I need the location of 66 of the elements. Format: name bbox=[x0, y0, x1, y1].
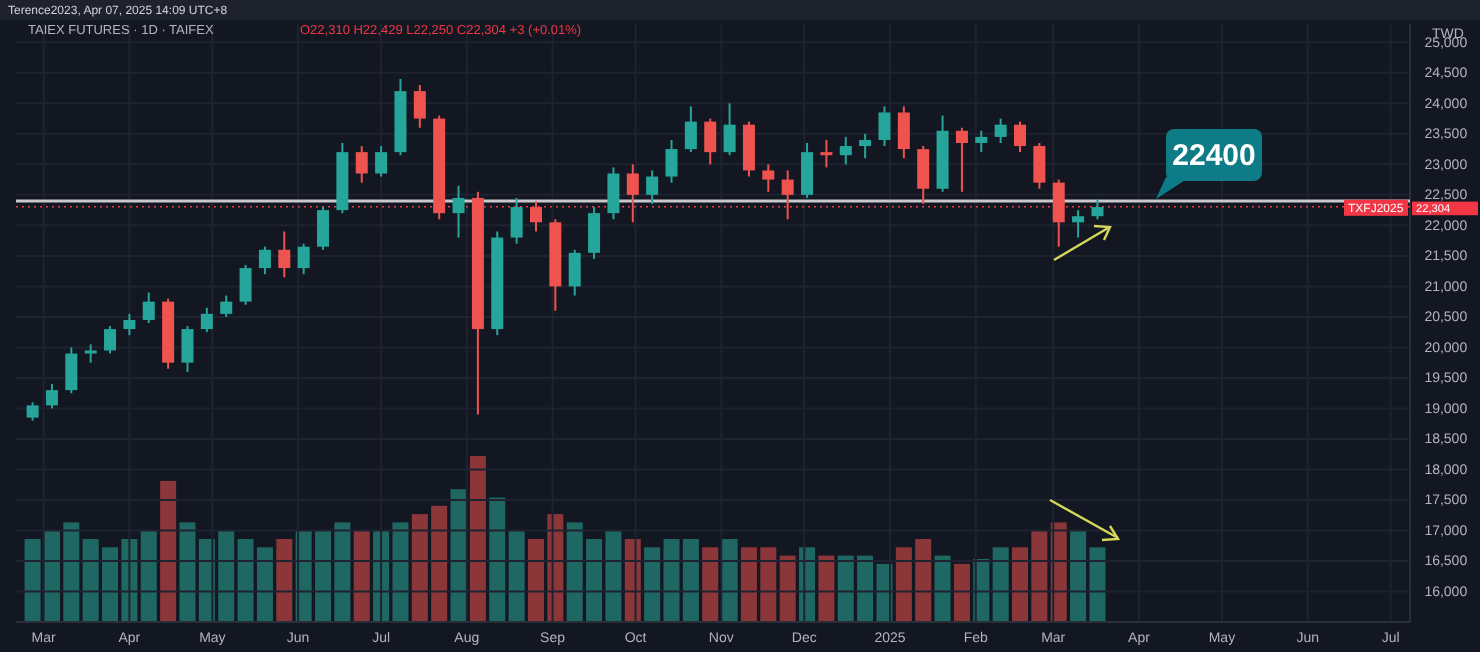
candlestick bbox=[859, 132, 872, 160]
candlestick bbox=[529, 199, 542, 233]
candlestick bbox=[1014, 120, 1027, 154]
candlestick bbox=[220, 294, 233, 318]
candlestick bbox=[45, 383, 58, 410]
candlestick bbox=[723, 102, 736, 157]
bar bbox=[276, 539, 293, 622]
candlestick bbox=[413, 84, 426, 129]
candlestick bbox=[781, 169, 794, 221]
candlestick bbox=[994, 117, 1007, 144]
bar bbox=[721, 539, 738, 622]
bar bbox=[353, 530, 370, 622]
candlestick bbox=[355, 145, 368, 184]
candlestick bbox=[375, 145, 388, 178]
candlestick bbox=[897, 105, 910, 160]
candlestick bbox=[142, 291, 155, 324]
bar bbox=[702, 547, 719, 622]
candlestick bbox=[742, 120, 755, 178]
bar bbox=[24, 539, 41, 622]
candlestick bbox=[820, 138, 833, 169]
candlestick bbox=[452, 184, 465, 239]
ref-line-label: 22400 bbox=[1172, 138, 1256, 173]
candlestick bbox=[317, 206, 330, 251]
candlestick bbox=[684, 105, 697, 154]
candlestick bbox=[704, 117, 717, 166]
bar bbox=[934, 555, 951, 622]
bar bbox=[489, 497, 506, 622]
bar bbox=[992, 547, 1009, 622]
candlestick bbox=[181, 325, 194, 373]
candlestick bbox=[975, 129, 988, 154]
candlestick bbox=[200, 306, 213, 334]
bar bbox=[179, 522, 196, 622]
candlestick bbox=[84, 343, 97, 364]
candlestick bbox=[297, 242, 310, 276]
bar bbox=[644, 547, 661, 622]
candlestick bbox=[626, 163, 639, 224]
candlestick bbox=[1033, 141, 1046, 190]
candlestick bbox=[665, 138, 678, 184]
candlestick bbox=[839, 135, 852, 166]
candlestick bbox=[1072, 209, 1085, 239]
candlestick bbox=[568, 248, 581, 297]
candlestick bbox=[646, 169, 659, 206]
candlestick bbox=[278, 230, 291, 279]
bar bbox=[140, 530, 157, 622]
candlestick bbox=[258, 245, 271, 276]
candlestick bbox=[588, 206, 601, 260]
bar bbox=[779, 555, 796, 622]
candlestick bbox=[878, 105, 891, 148]
candlestick bbox=[510, 196, 523, 245]
candlestick bbox=[607, 166, 620, 221]
candlestick bbox=[65, 346, 78, 395]
candlestick bbox=[762, 163, 775, 193]
candlestick bbox=[104, 325, 117, 355]
candlestick bbox=[801, 141, 814, 199]
candlestick bbox=[955, 126, 968, 193]
bar bbox=[818, 555, 835, 622]
candlestick bbox=[1091, 198, 1104, 221]
candlestick bbox=[1052, 178, 1065, 248]
bar bbox=[469, 456, 486, 622]
bar bbox=[160, 480, 177, 622]
bar bbox=[508, 530, 525, 622]
candlestick bbox=[239, 264, 252, 306]
bar bbox=[953, 563, 970, 622]
candlestick bbox=[26, 401, 39, 422]
candlestick bbox=[917, 145, 930, 206]
candlestick bbox=[123, 312, 136, 337]
